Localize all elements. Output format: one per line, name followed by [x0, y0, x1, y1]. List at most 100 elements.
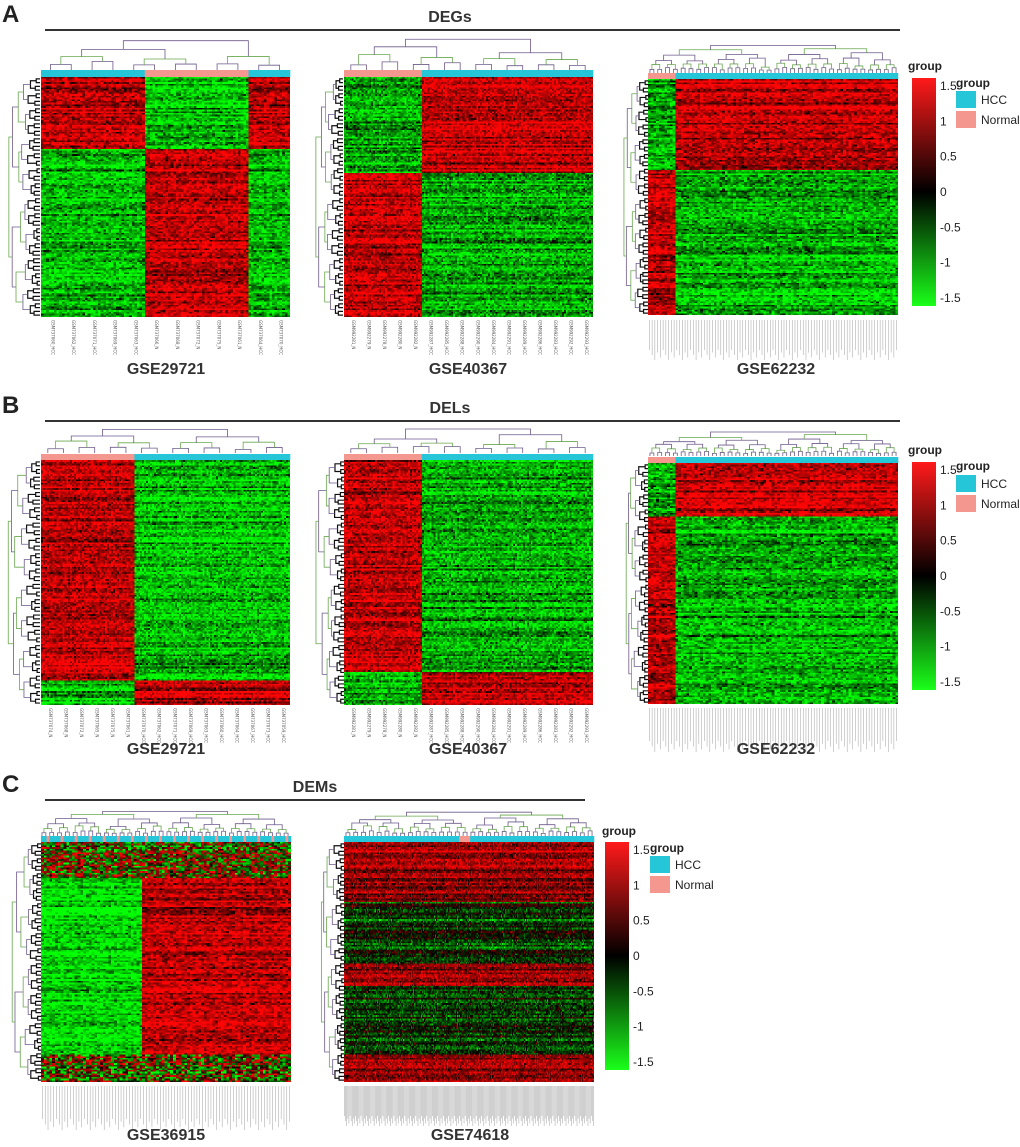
dendrogram-branch — [645, 117, 648, 123]
group-cell-normal — [144, 836, 149, 842]
dendrogram-branch — [649, 452, 655, 456]
dendrogram-branch — [638, 466, 646, 475]
dendrogram-branch — [445, 822, 462, 828]
sample-label: GSM992292_HCC — [569, 708, 574, 743]
dendrogram-branch — [34, 918, 41, 924]
group-cell-hcc — [376, 836, 379, 842]
dendrogram-branch — [548, 830, 554, 836]
dendrogram-branch — [33, 205, 40, 211]
dendrogram-branch — [334, 950, 342, 959]
row-dendrogram — [7, 461, 40, 704]
group-cell-hcc — [508, 836, 510, 842]
group-cell-hcc — [181, 454, 197, 460]
dendrogram-branch — [340, 461, 344, 467]
dendrogram-branch — [29, 509, 37, 519]
dendrogram-branch — [27, 155, 37, 164]
group-cell-hcc — [198, 836, 202, 842]
group-cell-hcc — [428, 836, 430, 842]
dendrogram-branch — [644, 562, 648, 568]
group-cell-hcc — [476, 836, 479, 842]
dendrogram-branch — [33, 190, 40, 196]
group-cell-hcc — [474, 836, 476, 842]
group-cell-hcc — [442, 836, 445, 842]
dendrogram-branch — [639, 96, 646, 106]
group-cell-hcc — [733, 73, 737, 79]
dendrogram-branch — [545, 59, 578, 66]
dendrogram-branch — [22, 976, 29, 1008]
group-cell-hcc — [367, 836, 369, 842]
dendrogram-branch — [546, 818, 579, 825]
dendrogram-branch — [28, 170, 38, 179]
dendrogram-branch — [745, 63, 754, 69]
dendrogram-branch — [35, 1008, 41, 1014]
dendrogram-branch — [644, 517, 648, 522]
group-cell-hcc — [122, 836, 126, 842]
group-cell-hcc — [417, 836, 419, 842]
dendrogram-branch — [328, 849, 337, 865]
group-cell-hcc — [411, 836, 414, 842]
group-cell-hcc — [589, 836, 592, 842]
dendrogram-branch — [642, 242, 648, 248]
dendrogram-branch — [35, 1068, 41, 1074]
group-cell-hcc — [577, 836, 579, 842]
dendrogram-branch — [331, 969, 336, 985]
dendrogram-branch — [32, 890, 37, 899]
group-cell-hcc — [181, 836, 185, 842]
heatmap-dems-gse36915: GSE36915 — [11, 811, 292, 1144]
group-cell-hcc — [535, 836, 538, 842]
dendrogram-branch — [780, 443, 797, 451]
dendrogram-branch — [338, 985, 344, 991]
dendrogram-branch — [325, 151, 332, 183]
group-cell-hcc — [453, 836, 456, 842]
group-cell-hcc — [881, 457, 885, 463]
group-cell-hcc — [680, 457, 685, 463]
dendrogram-branch — [639, 303, 644, 312]
dendrogram-branch — [20, 916, 29, 948]
group-label-hcc: HCC — [981, 477, 1007, 491]
group-cell-hcc — [567, 836, 570, 842]
group-cell-normal — [672, 457, 676, 463]
column-dendrogram — [649, 45, 897, 73]
dendrogram-branch — [537, 448, 555, 453]
dendrogram-branch — [338, 583, 344, 589]
heatmap-cells — [344, 842, 594, 1082]
group-cell-hcc — [380, 836, 382, 842]
group-cell-hcc — [156, 836, 160, 842]
group-cell-hcc — [438, 836, 440, 842]
group-cell-hcc — [258, 454, 275, 460]
dendrogram-branch — [665, 452, 670, 456]
dendrogram-branch — [790, 451, 795, 456]
group-cell-hcc — [119, 836, 123, 842]
dendrogram-branch — [643, 131, 648, 137]
dendrogram-branch — [49, 832, 55, 836]
dendrogram-branch — [166, 831, 172, 836]
dendrogram-branch — [347, 829, 357, 833]
dendrogram-branch — [31, 860, 38, 869]
dendrogram-branch — [72, 832, 78, 836]
dendrogram-branch — [332, 646, 341, 656]
dendrogram-branch — [337, 288, 343, 294]
dendrogram-branch — [34, 1023, 41, 1029]
group-cell-hcc — [727, 457, 731, 463]
dendrogram-branch — [28, 215, 35, 224]
group-cell-hcc — [796, 457, 800, 463]
sample-label: GSM992287_HCC — [429, 708, 434, 743]
dendrogram-branch — [34, 850, 41, 856]
group-cell-hcc — [421, 836, 424, 842]
group-cell-hcc — [451, 836, 453, 842]
dendrogram-branch — [35, 865, 41, 871]
group-cell-hcc — [719, 73, 723, 79]
dendrogram-branch — [55, 440, 88, 449]
group-cell-hcc — [538, 836, 540, 842]
group-cell-hcc — [848, 457, 852, 463]
group-cell-normal — [461, 836, 463, 842]
group-cell-hcc — [408, 836, 411, 842]
dendrogram-branch — [410, 826, 419, 833]
dendrogram-branch — [33, 230, 38, 239]
group-cell-hcc — [142, 836, 146, 842]
dendrogram-branch — [643, 168, 648, 174]
group-cell-hcc — [80, 836, 84, 842]
group-cell-hcc — [768, 73, 772, 79]
group-cell-hcc — [82, 70, 104, 77]
group-cell-hcc — [149, 454, 166, 460]
